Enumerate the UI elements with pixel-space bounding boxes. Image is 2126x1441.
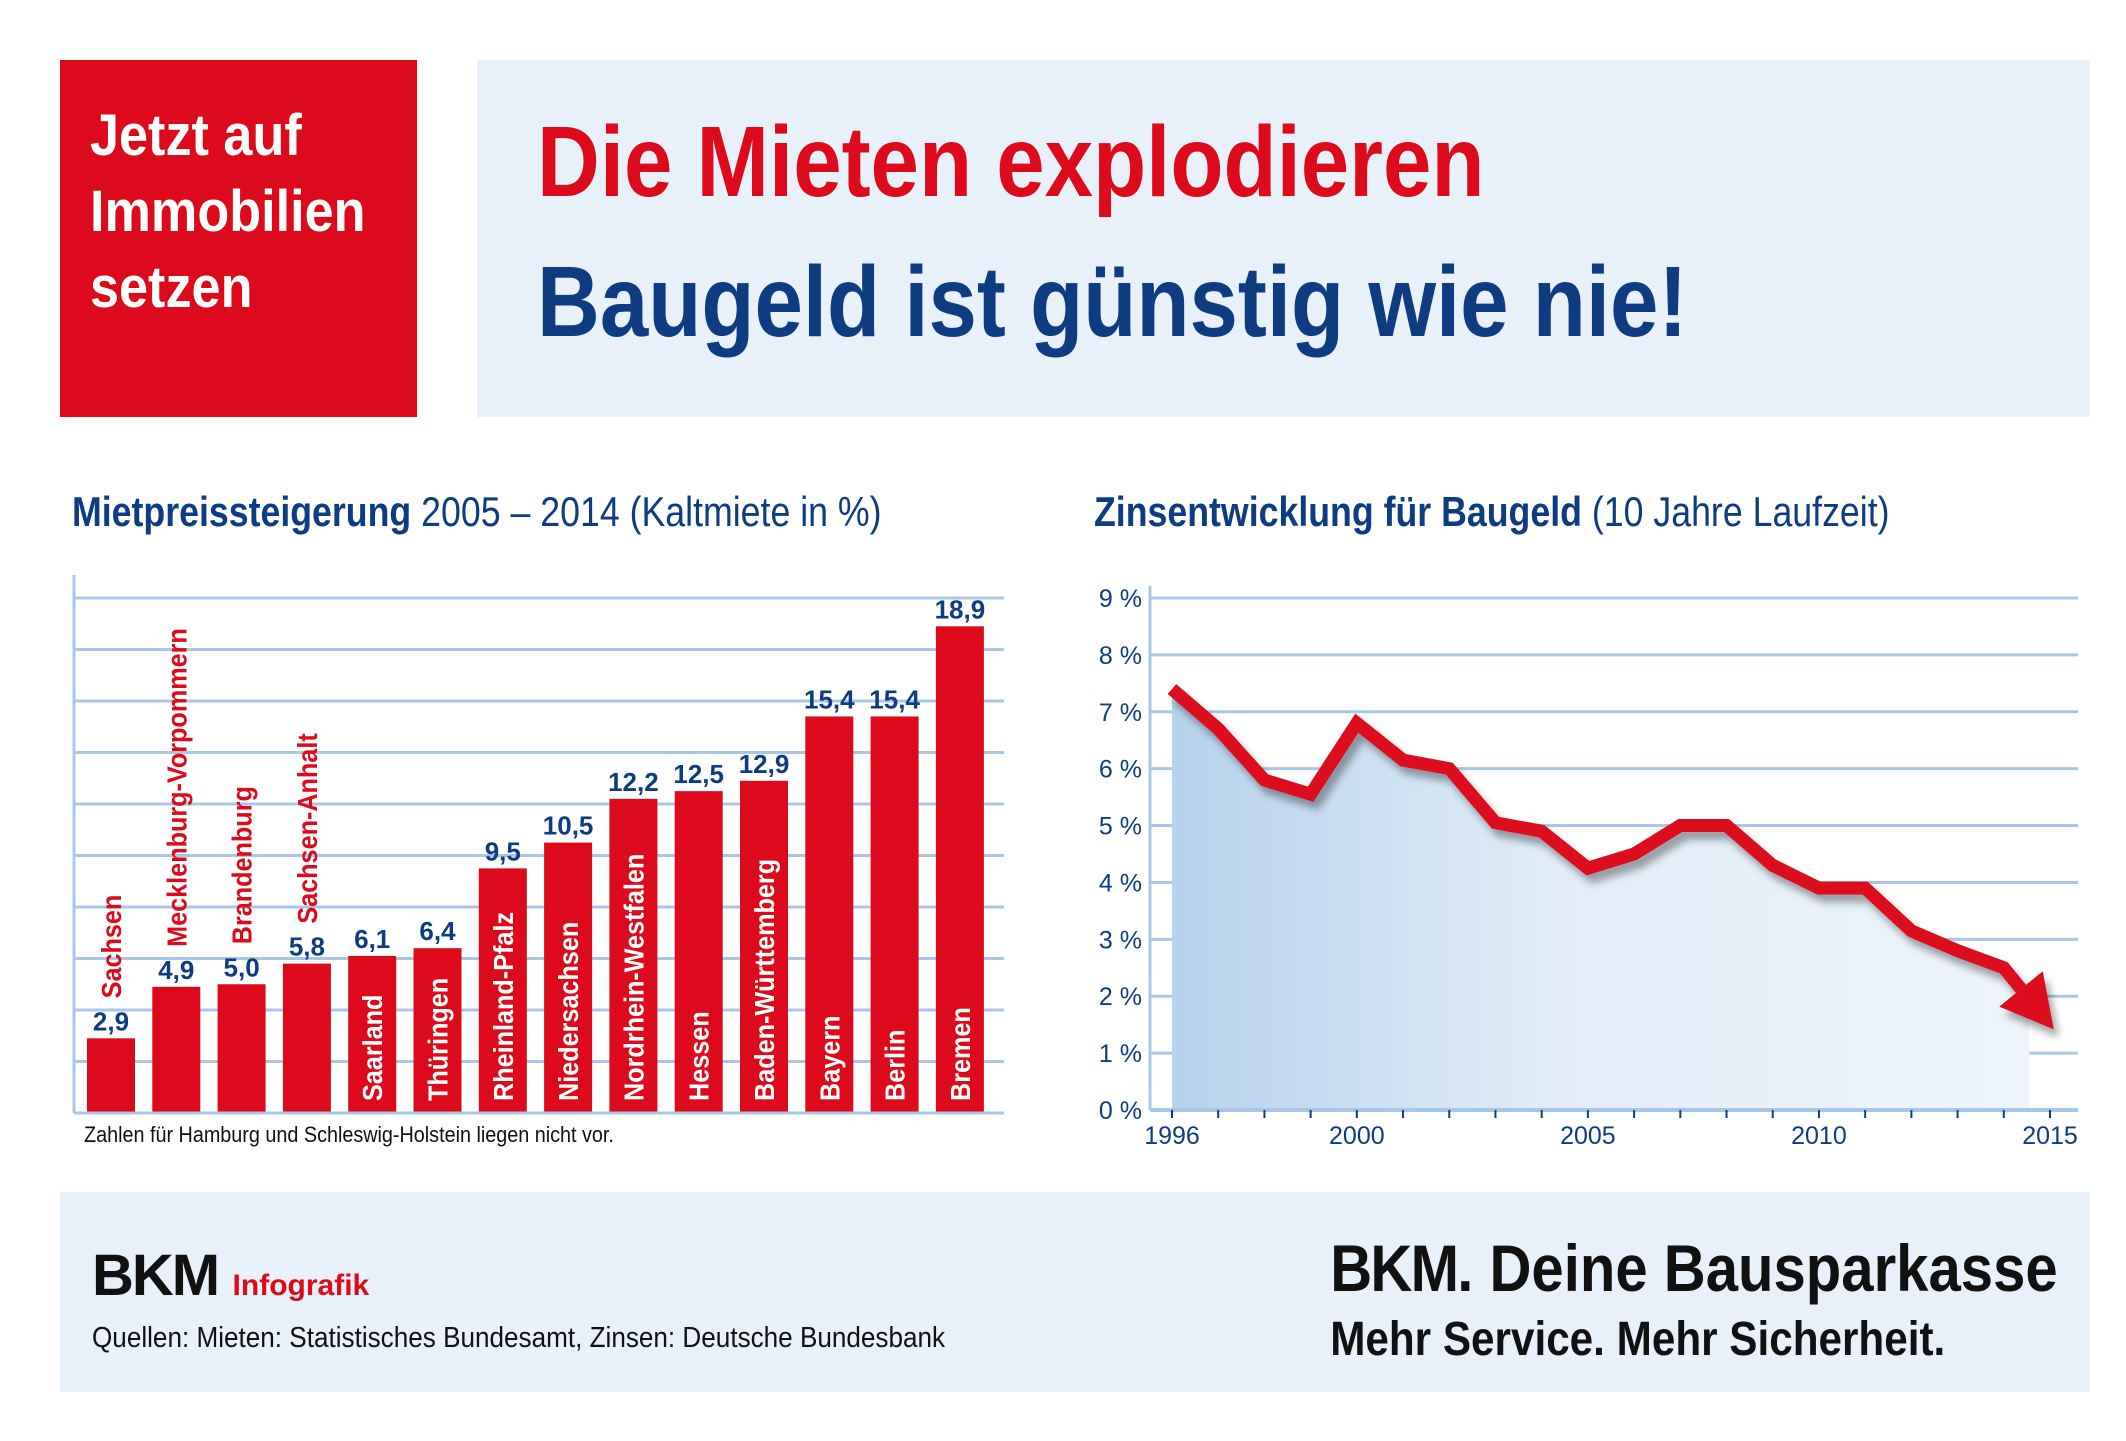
- rate-ytick-label: 0 %: [1099, 1097, 1142, 1125]
- bar: [870, 716, 919, 1113]
- rate-xtick-label: 2015: [2022, 1122, 2078, 1150]
- bar-category-label: Hessen: [683, 1011, 715, 1101]
- bar-category-label: Mecklenburg-Vorpommern: [161, 628, 193, 947]
- brand-claim-text: . Deine Bausparkasse: [1457, 1231, 2058, 1305]
- bar: [87, 1038, 135, 1113]
- bar-value-label: 12,2: [608, 767, 659, 797]
- bar: [674, 791, 723, 1113]
- bar-value-label: 15,4: [869, 684, 920, 714]
- rate-area-fill: [1172, 689, 2030, 1110]
- teaser-line-1: Jetzt auf: [90, 103, 302, 168]
- bar: [609, 798, 658, 1113]
- sources-text: Quellen: Mieten: Statistisches Bundesamt…: [92, 1322, 946, 1354]
- rent-bar-chart: 2,9 Sachsen 4,9 Mecklenburg-Vorpommern 5,0 Br…: [72, 575, 1004, 1147]
- bar-category-label: Baden-Württemberg: [749, 859, 781, 1101]
- rate-xtick-label: 1996: [1144, 1122, 1200, 1150]
- bar-category-label: Bremen: [945, 1007, 977, 1101]
- rate-xtick-label: 2010: [1791, 1122, 1847, 1150]
- bar-value-label: 12,5: [673, 759, 724, 789]
- infografik-label: Infografik: [232, 1269, 370, 1302]
- bar-value-label: 4,9: [158, 955, 194, 985]
- headline-primary: Die Mieten explodieren: [537, 106, 1485, 218]
- headline-secondary: Baugeld ist günstig wie nie!: [537, 246, 1688, 358]
- rate-xtick-label: 2005: [1560, 1122, 1616, 1150]
- footer-logo-row: BKM Infografik: [92, 1242, 369, 1309]
- brand-logo: BKM: [1330, 1231, 1460, 1305]
- rate-ytick-label: 1 %: [1099, 1040, 1142, 1068]
- rate-xtick-label: 2000: [1329, 1122, 1385, 1150]
- bar-category-label: Brandenburg: [226, 786, 258, 944]
- bar: [152, 986, 201, 1113]
- rate-chart-title-bold: Zinsentwicklung für Baugeld: [1094, 488, 1582, 535]
- bar-category-label: Sachsen: [96, 895, 128, 999]
- brand-block: BKM. Deine Bausparkasse Mehr Service. Me…: [1231, 1230, 2058, 1367]
- bar: [348, 955, 397, 1113]
- headline-box: Die Mieten explodieren Baugeld ist günst…: [477, 60, 2090, 417]
- bkm-logo: BKM: [92, 1243, 220, 1308]
- teaser-line-2: Immobilien: [90, 179, 366, 244]
- rent-chart-title-bold: Mietpreissteigerung: [72, 488, 412, 535]
- rate-ytick-label: 3 %: [1099, 926, 1142, 954]
- rate-ytick-label: 8 %: [1099, 642, 1142, 670]
- bar-category-label: Sachsen-Anhalt: [292, 733, 324, 923]
- bar: [282, 963, 331, 1113]
- bar-value-label: 12,9: [739, 749, 790, 779]
- bar-category-label: Saarland: [357, 995, 389, 1101]
- bar-value-label: 18,9: [935, 594, 986, 624]
- rate-ytick-label: 2 %: [1099, 983, 1142, 1011]
- rent-chart-footnote: Zahlen für Hamburg und Schleswig-Holstei…: [84, 1123, 614, 1147]
- bar: [478, 868, 527, 1113]
- rate-chart-title: Zinsentwicklung für Baugeld (10 Jahre La…: [1094, 488, 1890, 536]
- teaser-box: Jetzt auf Immobilien setzen: [60, 60, 417, 417]
- bar-value-label: 6,4: [419, 916, 456, 946]
- bar-value-label: 10,5: [543, 811, 594, 841]
- bar-value-label: 2,9: [93, 1006, 129, 1036]
- rent-chart-title-rest: 2005 – 2014 (Kaltmiete in %): [411, 488, 882, 535]
- bar: [935, 626, 984, 1113]
- rent-chart-title: Mietpreissteigerung 2005 – 2014 (Kaltmie…: [72, 488, 882, 536]
- bar: [805, 716, 854, 1113]
- rate-ytick-label: 4 %: [1099, 869, 1142, 897]
- rate-ytick-label: 9 %: [1099, 585, 1142, 613]
- bar-value-label: 5,0: [224, 952, 260, 982]
- bar-category-label: Niedersachsen: [553, 922, 585, 1101]
- bar-value-label: 9,5: [485, 836, 521, 866]
- bar-category-label: Nordrhein-Westfalen: [618, 854, 650, 1101]
- bar-category-label: Bayern: [814, 1016, 846, 1101]
- rate-chart-title-rest: (10 Jahre Laufzeit): [1581, 488, 1890, 535]
- bar: [544, 842, 593, 1113]
- bar: [413, 948, 462, 1113]
- bar: [740, 780, 788, 1113]
- rate-ytick-label: 5 %: [1099, 813, 1142, 841]
- rate-arrow-head: [1999, 971, 2054, 1030]
- rate-line-chart: 0 % 1 % 2 % 3 % 4 % 5 % 6 % 7 % 8 % 9 % 1996 2000 2…: [1099, 585, 2078, 1150]
- bar-value-label: 6,1: [354, 924, 390, 954]
- rate-ytick-label: 6 %: [1099, 756, 1142, 784]
- rate-ytick-label: 7 %: [1099, 699, 1142, 727]
- teaser-line-3: setzen: [90, 255, 253, 320]
- footer: BKM Infografik Quellen: Mieten: Statisti…: [60, 1192, 2090, 1392]
- bar-category-label: Thüringen: [422, 978, 454, 1101]
- brand-slogan: Mehr Service. Mehr Sicherheit.: [1330, 1313, 1946, 1366]
- bar-value-label: 5,8: [289, 932, 325, 962]
- bar-category-label: Rheinland-Pfalz: [488, 912, 520, 1101]
- teaser-text: Jetzt auf Immobilien setzen: [90, 98, 369, 326]
- rate-series-line: [1167, 684, 2027, 994]
- bar: [217, 984, 266, 1113]
- bar-category-label: Berlin: [879, 1030, 911, 1101]
- bar-value-label: 15,4: [804, 684, 855, 714]
- brand-claim: BKM. Deine Bausparkasse: [1331, 1230, 2058, 1306]
